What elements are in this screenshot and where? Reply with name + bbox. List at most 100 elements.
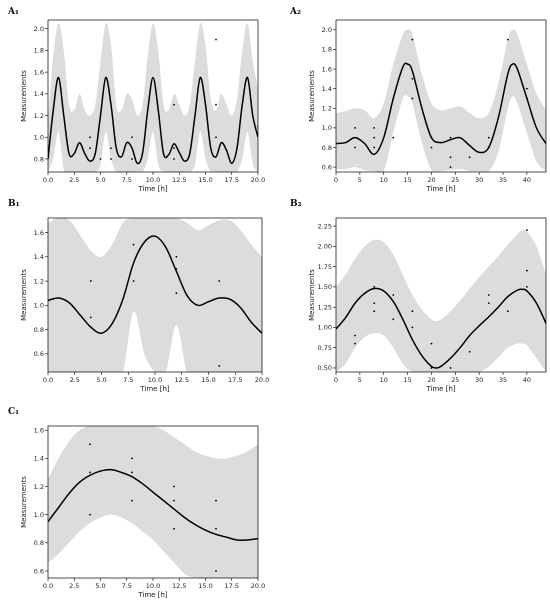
axes-frame xyxy=(335,19,547,173)
data-point xyxy=(89,443,91,446)
y-tick-label: 2.00 xyxy=(318,243,332,251)
panel-label: A₁ xyxy=(7,7,19,17)
x-tick-label: 15.0 xyxy=(198,582,212,590)
x-tick-label: 17.5 xyxy=(228,376,242,384)
y-tick-label: 2.0 xyxy=(322,26,332,34)
data-point xyxy=(218,280,221,282)
panel-label: B₂ xyxy=(290,199,302,209)
panel-label: B₁ xyxy=(8,199,20,209)
data-point xyxy=(173,485,175,488)
data-point xyxy=(526,285,528,288)
data-point xyxy=(411,38,414,41)
data-point xyxy=(411,77,414,80)
axes-frame xyxy=(335,217,547,373)
data-point xyxy=(215,38,217,41)
y-tick-label: 0.8 xyxy=(34,326,44,334)
data-point xyxy=(173,527,175,530)
y-tick-label: 0.8 xyxy=(34,539,44,547)
y-tick-label: 1.0 xyxy=(34,134,44,142)
data-point xyxy=(354,334,356,337)
x-tick-label: 12.5 xyxy=(172,582,186,590)
data-point xyxy=(468,156,471,159)
data-point xyxy=(526,229,528,232)
data-point xyxy=(354,146,356,149)
data-point xyxy=(131,499,133,502)
data-point xyxy=(131,471,133,474)
y-tick-label: 1.75 xyxy=(318,263,332,271)
x-tick-label: 20.0 xyxy=(251,582,265,590)
panel-label: C₁ xyxy=(8,407,19,417)
data-point xyxy=(89,513,91,516)
x-tick-label: 20.0 xyxy=(251,176,265,184)
panel-5: 0.0 2.5 5.0 7.5 10.0 12.5 15.0 17.5 20.0 0.6 0.8 1.… xyxy=(8,407,265,599)
y-tick-label: 0.8 xyxy=(322,144,332,152)
x-tick-label: 15 xyxy=(403,176,411,184)
data-point xyxy=(392,318,395,321)
data-point xyxy=(392,294,395,296)
x-tick-label: 5 xyxy=(358,176,362,184)
data-point xyxy=(526,87,528,90)
data-point xyxy=(392,136,395,139)
x-tick-label: 40 xyxy=(523,376,531,384)
data-point xyxy=(430,136,433,139)
data-point xyxy=(487,136,490,139)
y-tick-label: 1.6 xyxy=(322,65,332,73)
x-tick-label: 20.0 xyxy=(255,376,269,384)
y-tick-label: 1.25 xyxy=(318,303,332,311)
y-tick-label: 0.50 xyxy=(318,364,332,372)
y-axis-label: Measurements xyxy=(20,70,28,122)
data-point xyxy=(215,136,217,139)
data-point xyxy=(173,499,175,502)
data-point xyxy=(526,269,528,272)
y-tick-label: 1.4 xyxy=(34,90,44,98)
data-point xyxy=(373,136,376,139)
mean-line xyxy=(48,235,262,334)
data-point xyxy=(175,268,178,270)
x-tick-label: 0.0 xyxy=(43,176,53,184)
y-tick-label: 1.8 xyxy=(322,46,332,54)
data-point xyxy=(373,285,376,288)
y-tick-label: 0.6 xyxy=(34,567,44,575)
x-axis-label: Time [h] xyxy=(137,185,168,193)
x-tick-label: 35 xyxy=(499,376,507,384)
x-tick-label: 25 xyxy=(451,376,459,384)
plot-area xyxy=(48,426,258,578)
data-point xyxy=(215,527,217,530)
x-axis-label: Time [h] xyxy=(425,185,456,193)
x-tick-label: 0 xyxy=(334,376,338,384)
y-tick-label: 1.0 xyxy=(34,302,44,310)
x-tick-label: 2.5 xyxy=(70,376,80,384)
data-point xyxy=(89,280,92,282)
data-point xyxy=(354,342,356,345)
data-point xyxy=(175,255,178,258)
confidence-band xyxy=(48,22,258,172)
data-point xyxy=(131,136,133,139)
y-tick-label: 1.50 xyxy=(318,283,332,291)
y-tick-label: 2.0 xyxy=(34,25,44,33)
x-tick-label: 10 xyxy=(380,176,388,184)
x-tick-label: 2.5 xyxy=(69,582,79,590)
x-tick-label: 7.5 xyxy=(122,582,132,590)
y-tick-label: 1.4 xyxy=(34,253,44,261)
data-point xyxy=(173,158,175,160)
data-point xyxy=(215,570,217,572)
x-tick-label: 12.5 xyxy=(175,376,189,384)
x-tick-label: 10.0 xyxy=(146,582,160,590)
plot-area xyxy=(48,218,262,372)
y-tick-label: 1.0 xyxy=(322,124,332,132)
x-tick-label: 17.5 xyxy=(225,176,239,184)
data-point xyxy=(373,310,376,313)
data-point xyxy=(449,136,452,139)
x-tick-label: 35 xyxy=(499,176,507,184)
x-tick-label: 7.5 xyxy=(123,376,133,384)
x-tick-label: 5.0 xyxy=(95,582,105,590)
data-point xyxy=(468,350,471,353)
y-tick-label: 1.4 xyxy=(322,85,332,93)
x-tick-label: 12.5 xyxy=(172,176,186,184)
y-tick-label: 0.75 xyxy=(318,344,332,352)
y-axis-label: Measurements xyxy=(308,269,316,321)
data-point xyxy=(506,38,509,41)
x-tick-label: 5.0 xyxy=(95,176,105,184)
y-tick-label: 1.2 xyxy=(34,277,44,285)
